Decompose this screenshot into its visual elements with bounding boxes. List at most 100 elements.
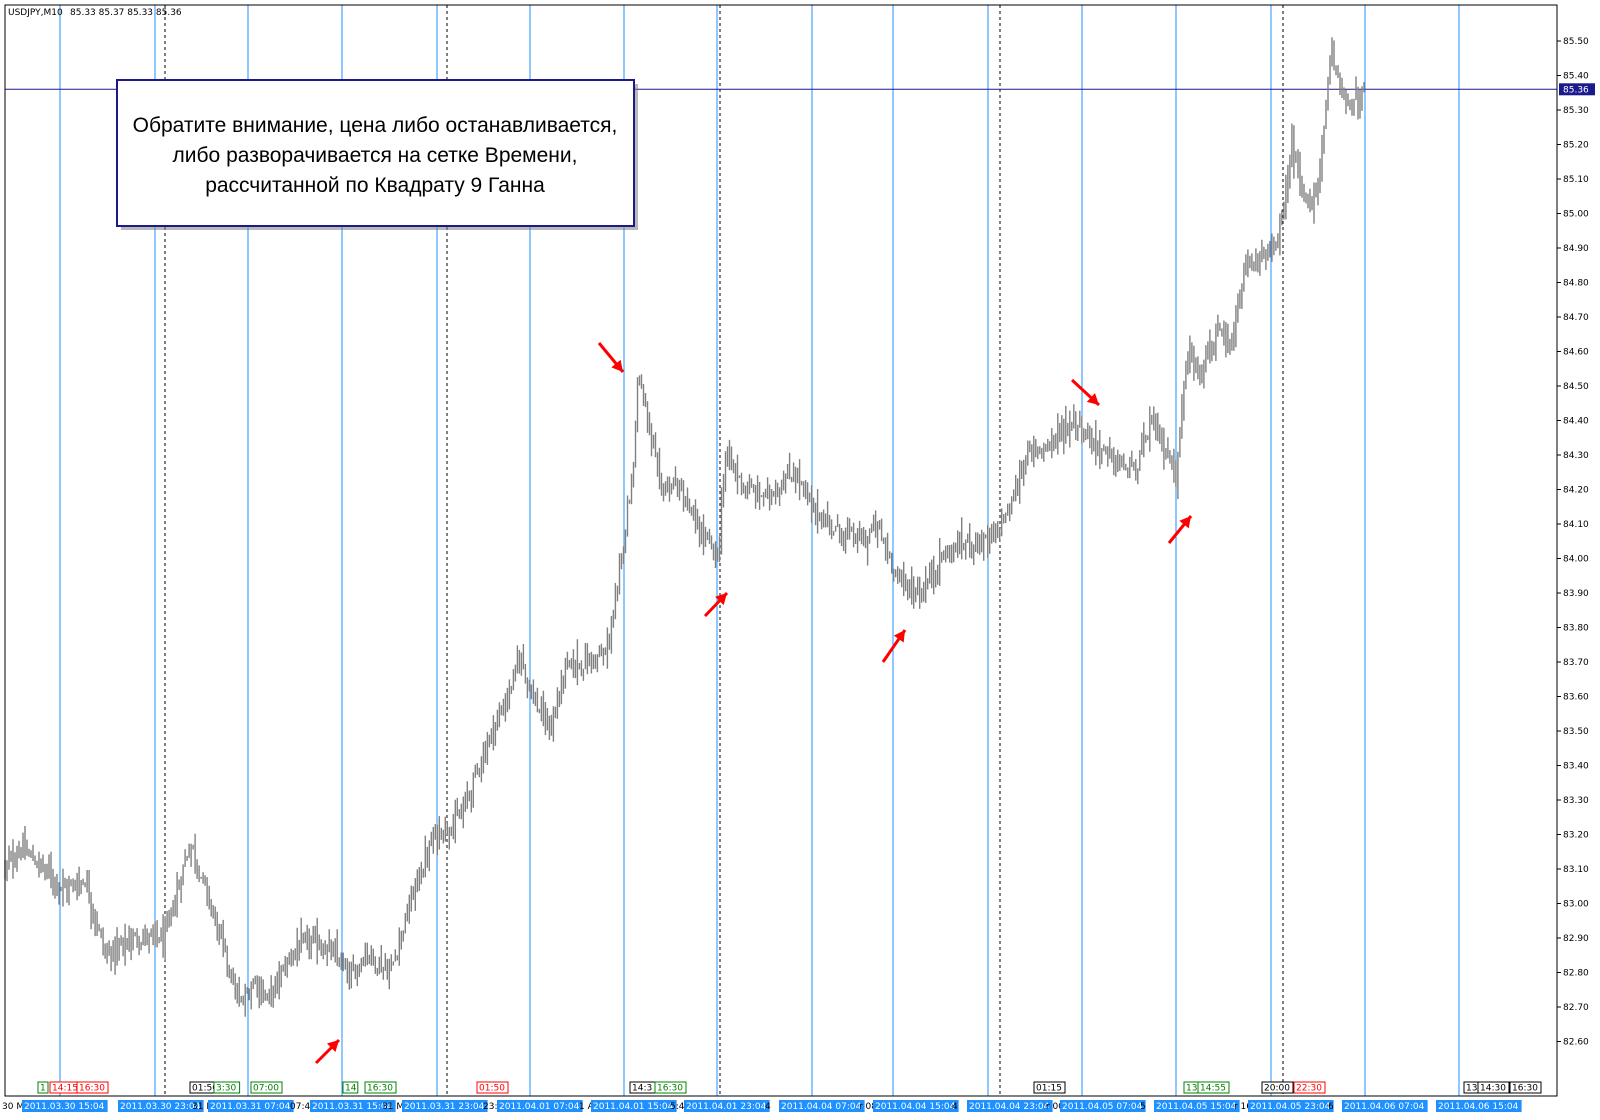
time-axis-label-bg — [684, 1100, 770, 1112]
price-tick-label: 83.20 — [1563, 831, 1589, 841]
time-marker-box — [1293, 1081, 1326, 1094]
red-arrow-head — [893, 630, 905, 643]
time-axis-label-text: 2011.03.30 15:04 — [24, 1102, 105, 1112]
time-marker-box — [654, 1081, 687, 1094]
red-arrow-head — [611, 359, 623, 372]
time-marker-box — [1509, 1081, 1542, 1094]
price-axis: 85.50 85.40 85.30 85.20 85.10 85.00 84.90 84.80… — [1557, 37, 1595, 1048]
time-axis-label: 2011.03.31 23:04 — [402, 1100, 488, 1112]
chart-frame — [4, 4, 1558, 1097]
time-axis-label: 2011.04.05 23:04 — [1248, 1100, 1334, 1112]
time-axis-label: 2011.04.06 07:04 — [1342, 1100, 1428, 1112]
time-axis-label-text: 2011.04.01 15:04 — [593, 1102, 674, 1112]
time-axis-label-text: 30 M — [2, 1102, 24, 1112]
price-tick-label: 84.40 — [1563, 417, 1589, 427]
time-marker-text: 16:30 — [1512, 1084, 1538, 1094]
time-axis-label-text: 2011.04.06 15:04 — [1438, 1102, 1519, 1112]
price-tick-label: 85.00 — [1563, 210, 1589, 220]
price-tick-label: 85.50 — [1563, 37, 1589, 47]
time-axis-label-text: 2011.03.31 07:04 — [210, 1102, 291, 1112]
time-marker: 14:15 — [49, 1081, 82, 1094]
price-tick-label: 82.80 — [1563, 969, 1589, 979]
price-tick-label: 83.80 — [1563, 624, 1589, 634]
time-marker: 14:30 — [1477, 1081, 1510, 1094]
time-marker: 22:30 — [1293, 1081, 1326, 1094]
time-marker-text: 22:30 — [1296, 1084, 1322, 1094]
price-tick-label: 84.70 — [1563, 313, 1589, 323]
current-price-badge: 85.36 — [1559, 83, 1595, 96]
time-marker-text: 14:55 — [1200, 1084, 1226, 1094]
time-axis-label-bg — [967, 1100, 1053, 1112]
time-axis-label-text: 31 M — [192, 1102, 214, 1112]
time-marker-text: 14:15 — [52, 1084, 78, 1094]
time-marker: 13 — [1183, 1081, 1200, 1094]
red-arrow — [314, 1038, 341, 1065]
time-axis-label-text: 4 — [952, 1102, 958, 1112]
price-tick-label: 83.00 — [1563, 900, 1589, 910]
time-marker: 01:50 — [476, 1081, 509, 1094]
ohlc-values: 85.33 85.37 85.33 85.36 — [70, 8, 182, 18]
time-axis-label: r 00 — [1046, 1102, 1064, 1112]
time-axis-label-text: 2011.04.06 07:04 — [1344, 1102, 1425, 1112]
time-marker-text: 16:30 — [657, 1084, 683, 1094]
price-tick-label: 85.20 — [1563, 141, 1589, 151]
price-tick-label: 83.40 — [1563, 762, 1589, 772]
time-axis-label-text: r 00 — [1046, 1102, 1064, 1112]
time-axis-label-bg — [1060, 1100, 1146, 1112]
time-axis-label: 30 M — [2, 1102, 24, 1112]
red-arrow-head — [1179, 516, 1191, 529]
time-marker: 16:30 — [654, 1081, 687, 1094]
time-axis-label: 1 Ap — [579, 1102, 600, 1112]
time-axis-label: r 08 — [859, 1102, 877, 1112]
time-marker-box — [37, 1081, 49, 1094]
plot-border — [4, 4, 1558, 1097]
red-arrow-head — [326, 1040, 339, 1053]
time-axis-label: r 16 — [1234, 1102, 1252, 1112]
time-axis-label: 2011.03.31 15:04 — [310, 1100, 396, 1112]
time-axis-label-text: 2011.04.05 07:04 — [1062, 1102, 1143, 1112]
price-tick-label: 84.80 — [1563, 279, 1589, 289]
price-tick-label: 82.60 — [1563, 1038, 1589, 1048]
red-arrow — [703, 591, 729, 618]
price-tick-label: 84.20 — [1563, 486, 1589, 496]
time-axis-label-bg — [208, 1100, 294, 1112]
red-arrow — [597, 342, 625, 373]
time-marker: 14 — [342, 1081, 359, 1094]
time-axis-label-text: 31 M — [382, 1102, 404, 1112]
time-axis-label-text: 2011.03.31 15:04 — [312, 1102, 393, 1112]
time-marker-box — [364, 1081, 397, 1094]
time-axis-label: 4 — [952, 1102, 958, 1112]
time-axis-label-text: 23:4 — [483, 1102, 503, 1112]
annotation-line-1: Обратите внимание, цена либо останавлива… — [133, 114, 618, 137]
time-marker-text: 20:00 — [1264, 1084, 1290, 1094]
time-axis-label-text: 07:4 — [290, 1102, 310, 1112]
annotation-line-3: рассчитанной по Квадрату 9 Ганна — [205, 174, 545, 197]
time-marker: 20:00 — [1261, 1081, 1294, 1094]
price-tick-label: 84.10 — [1563, 520, 1589, 530]
time-axis-label: 31 M — [382, 1102, 404, 1112]
time-marker-box — [1033, 1081, 1066, 1094]
time-axis-label-text: 2011.04.01 07:04 — [499, 1102, 580, 1112]
time-axis-label-bg — [873, 1100, 959, 1112]
time-marker-text: 14:3 — [632, 1084, 652, 1094]
time-marker-box — [250, 1081, 283, 1094]
time-axis-label-bg — [1342, 1100, 1428, 1112]
time-axis-label: 07:4 — [290, 1102, 310, 1112]
time-axis-label-text: r 16 — [1234, 1102, 1252, 1112]
price-tick-label: 82.90 — [1563, 934, 1589, 944]
time-axis-label-bg — [497, 1100, 583, 1112]
price-tick-label: 85.40 — [1563, 72, 1589, 82]
time-marker: 16:30 — [364, 1081, 397, 1094]
price-tick-label: 84.00 — [1563, 555, 1589, 565]
time-markers: 1 14:15 16:30 01:503:30 07:00 14 16:30 01:50 14:… — [37, 1081, 1542, 1094]
time-axis-label-text: 2011.04.04 23:04 — [969, 1102, 1050, 1112]
time-axis-label-text: 4 — [765, 1102, 771, 1112]
time-marker: 07:00 — [250, 1081, 283, 1094]
time-marker-text: 01:50 — [192, 1084, 218, 1094]
time-axis-label: 5 — [1140, 1102, 1146, 1112]
time-marker-box — [1477, 1081, 1510, 1094]
price-tick-label: 84.60 — [1563, 348, 1589, 358]
time-marker-box — [476, 1081, 509, 1094]
